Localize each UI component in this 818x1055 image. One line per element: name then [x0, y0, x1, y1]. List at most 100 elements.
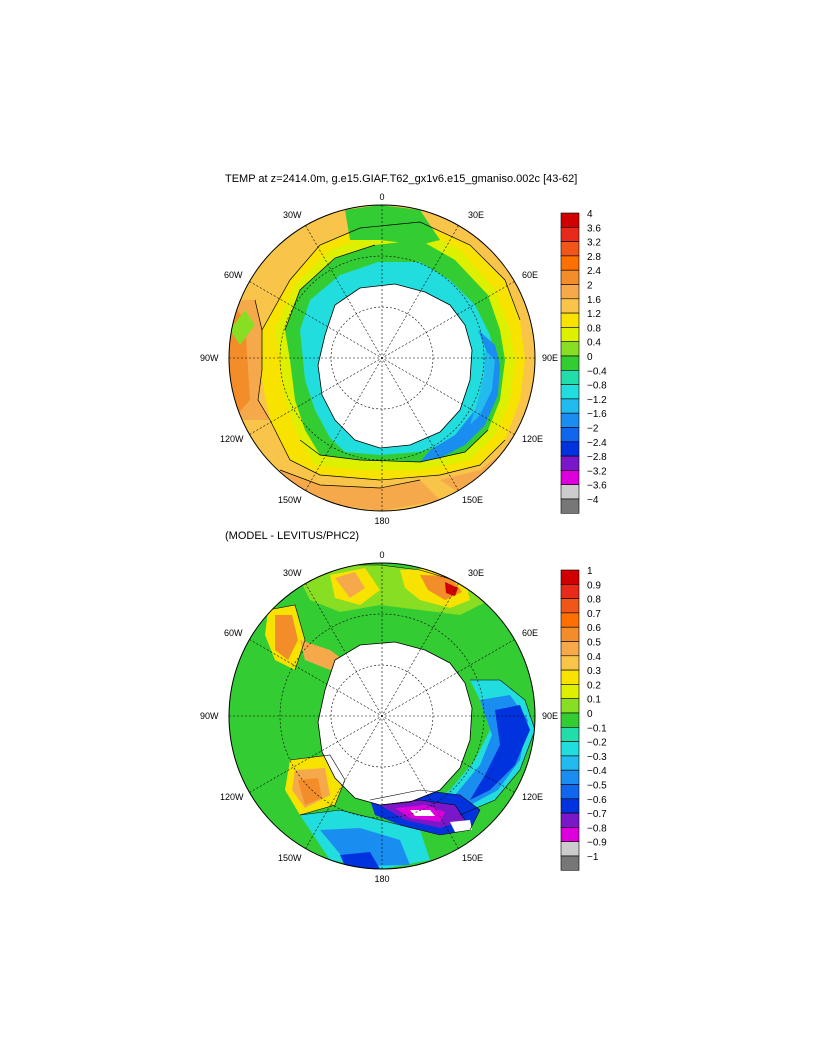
colorbar-swatch [560, 769, 580, 785]
colorbar-swatch [560, 798, 580, 814]
longitude-label: 150E [462, 853, 483, 863]
colorbar-swatch [560, 298, 580, 314]
colorbar-label: 4 [587, 209, 593, 220]
colorbar-label: 1.2 [587, 309, 601, 320]
colorbar-label: 0.4 [587, 652, 601, 663]
longitude-label: 60E [522, 270, 538, 280]
colorbar-label: 0.2 [587, 680, 601, 691]
longitude-label: 0 [379, 192, 384, 202]
longitude-label: 90W [200, 711, 219, 721]
colorbar-label: 2 [587, 281, 593, 292]
colorbar-swatch [560, 241, 580, 257]
colorbar-swatch [560, 855, 580, 871]
longitude-label: 90W [200, 353, 219, 363]
longitude-label: 30E [468, 210, 484, 220]
colorbar-label: −1.2 [587, 395, 607, 406]
colorbar-top: 4 3.6 3.2 2.8 2.4 2 1.6 1.2 0.8 0.4 0 −0.4 −0.8 −1.2 −… [560, 209, 607, 514]
colorbar-swatch [560, 312, 580, 328]
colorbar-label: −0.6 [587, 795, 607, 806]
longitude-label: 150E [462, 495, 483, 505]
colorbar-swatch [560, 569, 580, 585]
colorbar-label: −0.3 [587, 752, 607, 763]
colorbar-label: 0.7 [587, 609, 601, 620]
colorbar-swatch [560, 227, 580, 242]
colorbar-label: −4 [587, 495, 599, 506]
colorbar-swatch [560, 384, 580, 400]
longitude-label: 90E [542, 353, 558, 363]
longitude-label: 180 [374, 516, 389, 526]
colorbar-label: 0.6 [587, 623, 601, 634]
colorbar-bottom: 1 0.9 0.8 0.7 0.6 0.5 0.4 0.3 0.2 0.1 0 −0.1 −0.2 −0.… [560, 566, 607, 871]
colorbar-swatch [560, 755, 580, 771]
colorbar-label: 0 [587, 352, 593, 363]
colorbar-label: 0.3 [587, 666, 601, 677]
colorbar-swatch [560, 612, 580, 628]
colorbar-swatch [560, 427, 580, 443]
colorbar-swatch [560, 712, 580, 728]
panel-title: (MODEL - LEVITUS/PHC2) [225, 530, 360, 542]
longitude-label: 30E [468, 568, 484, 578]
longitude-label: 120W [220, 434, 244, 444]
colorbar-label: −3.6 [587, 481, 607, 492]
colorbar-swatch [560, 341, 580, 357]
colorbar-swatch [560, 498, 580, 514]
colorbar-label: 0 [587, 709, 593, 720]
colorbar-swatch [560, 369, 580, 385]
colorbar-swatch [560, 626, 580, 642]
colorbar-label: −2.4 [587, 438, 607, 449]
colorbar-label: 0.8 [587, 323, 601, 334]
colorbar-label: −3.2 [587, 466, 607, 477]
colorbar-swatch [560, 484, 580, 500]
map-top: 0 30E 60E 90E 120E 150E 180 150W 120W 90W 60W 30W [200, 192, 558, 526]
longitude-label: 150W [278, 853, 302, 863]
colorbar-label: 0.5 [587, 638, 601, 649]
colorbar-label: 1 [587, 566, 593, 577]
colorbar-swatch [560, 355, 580, 371]
colorbar-label: 0.9 [587, 580, 601, 591]
colorbar-label: 2.4 [587, 266, 601, 277]
colorbar-label: −0.5 [587, 781, 607, 792]
colorbar-swatch [560, 726, 580, 742]
colorbar-label: −2.8 [587, 452, 607, 463]
colorbar-swatch [560, 284, 580, 300]
colorbar-swatch [560, 412, 580, 428]
colorbar-label: −0.1 [587, 723, 607, 734]
colorbar-label: −0.4 [587, 766, 607, 777]
longitude-label: 60W [224, 270, 243, 280]
longitude-label: 90E [542, 711, 558, 721]
colorbar-swatch [560, 684, 580, 700]
colorbar-label: −0.2 [587, 738, 607, 749]
colorbar-swatch [560, 698, 580, 714]
colorbar-label: −1 [587, 852, 599, 863]
longitude-label: 60E [522, 628, 538, 638]
longitude-label: 150W [278, 495, 302, 505]
colorbar-label: −1.6 [587, 409, 607, 420]
colorbar-label: 1.6 [587, 295, 601, 306]
colorbar-label: −0.7 [587, 809, 607, 820]
colorbar-swatch [560, 269, 580, 285]
colorbar-swatch [560, 784, 580, 800]
colorbar-swatch [560, 398, 580, 414]
longitude-label: 0 [379, 550, 384, 560]
colorbar-swatch [560, 641, 580, 657]
map-bottom: 0 30E 60E 90E 120E 150E 180 150W 120W 90W 60W 30W [200, 550, 558, 884]
longitude-label: 30W [283, 210, 302, 220]
colorbar-swatch [560, 455, 580, 471]
longitude-label: 120W [220, 792, 244, 802]
colorbar-swatch [560, 441, 580, 457]
colorbar-label: −0.9 [587, 838, 607, 849]
longitude-label: 120E [522, 434, 543, 444]
colorbar-swatch [560, 669, 580, 685]
colorbar-label: −0.8 [587, 381, 607, 392]
colorbar-swatch [560, 255, 580, 271]
colorbar-label: −0.8 [587, 823, 607, 834]
longitude-label: 60W [224, 628, 243, 638]
colorbar-label: 0.4 [587, 338, 601, 349]
colorbar-label: −2 [587, 424, 599, 435]
colorbar-swatch [560, 655, 580, 671]
colorbar-swatch [560, 598, 580, 614]
longitude-label: 180 [374, 874, 389, 884]
colorbar-swatch [560, 827, 580, 843]
colorbar-label: 3.6 [587, 223, 601, 234]
